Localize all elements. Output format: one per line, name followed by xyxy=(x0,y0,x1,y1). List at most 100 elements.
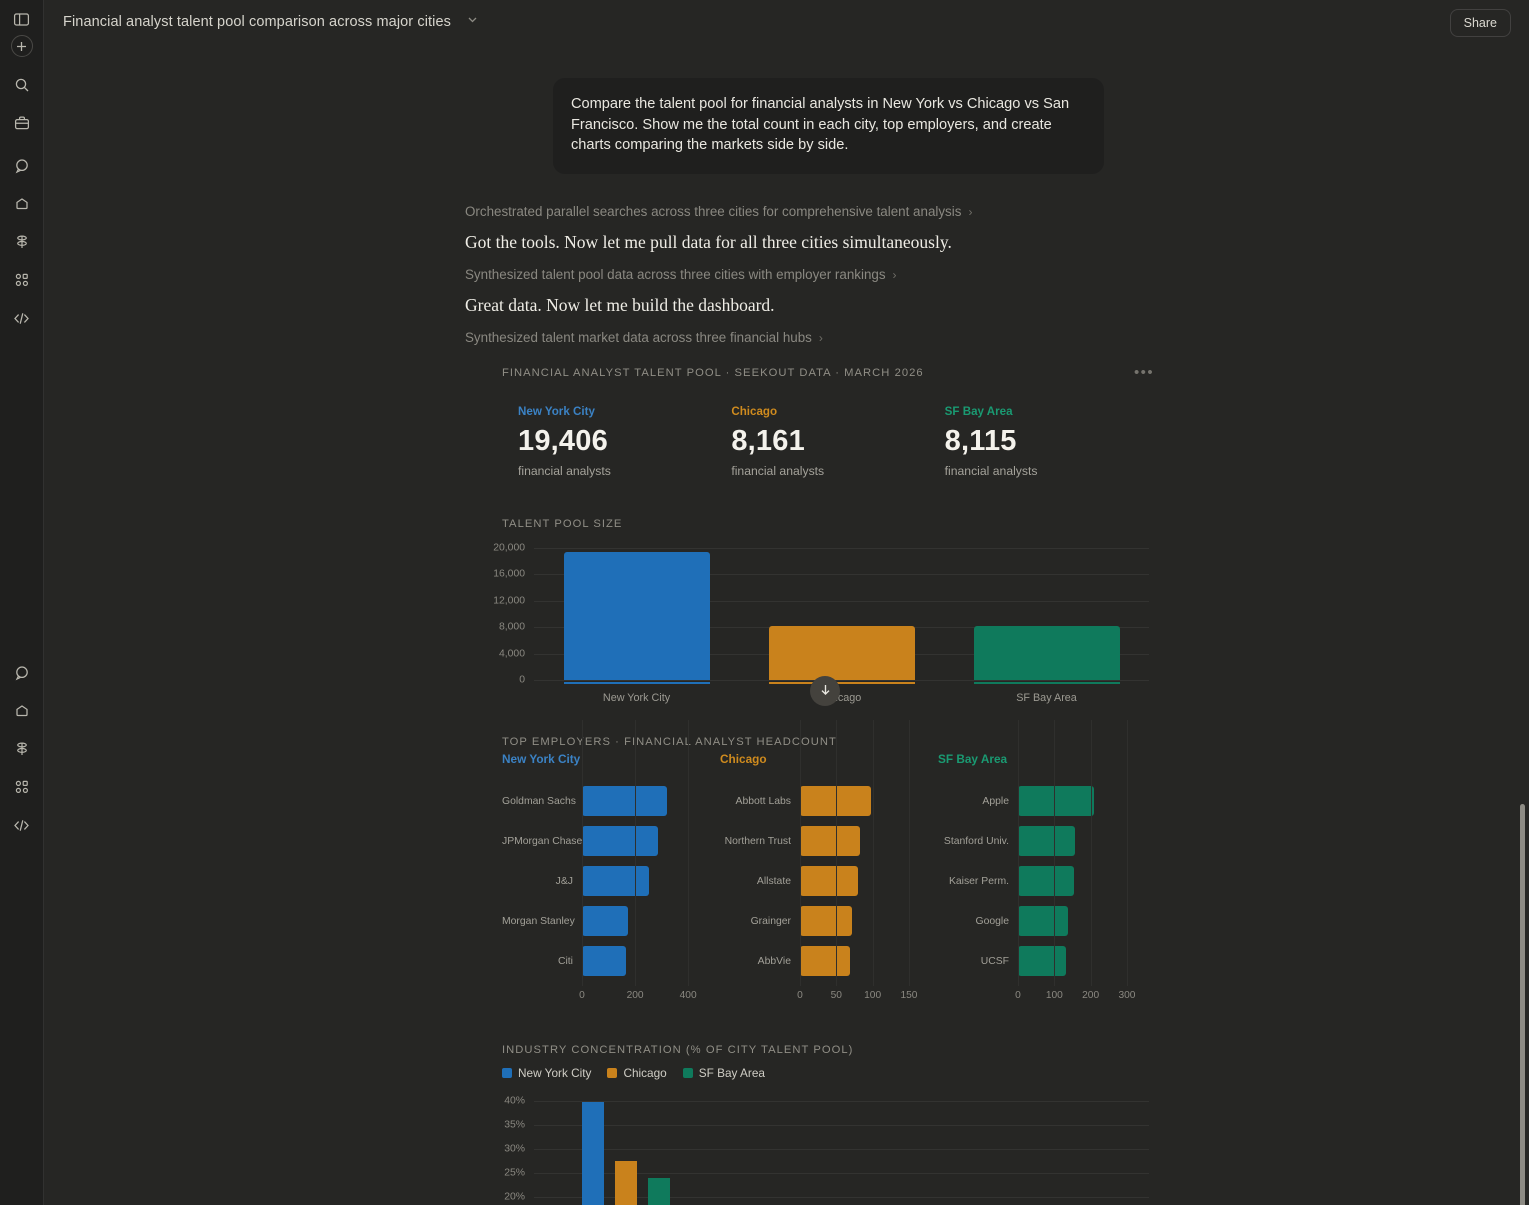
chat-bubble-icon xyxy=(14,158,30,174)
employer-row: Stanford Univ. xyxy=(938,826,1156,856)
top-employers-chart: TOP EMPLOYERS · FINANCIAL ANALYST HEADCO… xyxy=(458,720,1158,1008)
employer-bar-track xyxy=(1018,786,1156,816)
employer-row: Northern Trust xyxy=(720,826,938,856)
talent-pool-plot: 0 4,000 8,000 12,000 16,000 20,000 New York Ci… xyxy=(493,543,1149,704)
employer-panel-city: Chicago xyxy=(720,752,767,766)
employer-name: Citi xyxy=(557,955,573,967)
employer-rows: Apple Stanford Univ. Kaiser Perm. Google UCS… xyxy=(938,786,1156,976)
grid-icon xyxy=(14,272,30,288)
employer-row: JPMorgan Chase xyxy=(502,826,720,856)
employer-panel-city: SF Bay Area xyxy=(938,752,1008,766)
legend-item: Chicago xyxy=(607,1066,667,1080)
employer-bar xyxy=(1018,866,1075,896)
chevron-right-icon: › xyxy=(818,330,823,345)
tool-step-label: Orchestrated parallel searches across th… xyxy=(465,204,962,219)
gridline xyxy=(534,548,1149,549)
employer-x-axis: 0 200 400 xyxy=(579,720,720,1008)
employer-bar xyxy=(1018,946,1066,976)
employer-panel: Chicago Abbott Labs Northern Trust Allstate… xyxy=(720,720,938,1008)
employer-row: UCSF xyxy=(938,946,1156,976)
box-icon xyxy=(14,196,30,212)
bar xyxy=(615,1160,637,1205)
kpi-unit: financial analysts xyxy=(518,464,611,478)
sidebar-item-artifacts[interactable] xyxy=(7,189,37,219)
page-title: Financial analyst talent pool comparison… xyxy=(63,14,452,30)
employer-bar-track xyxy=(582,946,720,976)
employer-bar-track xyxy=(582,866,720,896)
employer-panel-city: New York City xyxy=(502,752,581,766)
gridline xyxy=(534,600,1149,602)
employer-name: Grainger xyxy=(750,915,791,927)
employer-bar-track xyxy=(1018,866,1156,896)
employer-bar-track xyxy=(800,866,938,896)
employer-name: Apple xyxy=(982,795,1009,807)
gridline xyxy=(534,1100,1149,1102)
kpi-card: Chicago 8,161 financial analysts xyxy=(731,405,944,478)
legend-swatch xyxy=(607,1068,618,1078)
vertical-scrollbar[interactable] xyxy=(1520,804,1525,1205)
sidebar-item-connectors[interactable] xyxy=(7,227,37,257)
employer-bar xyxy=(582,826,659,856)
sidebar-item-connectors-bottom[interactable] xyxy=(7,734,37,764)
sidebar-item-chats-bottom[interactable] xyxy=(7,658,37,688)
gridline xyxy=(1126,720,1128,986)
sidebar-item-search[interactable] xyxy=(7,70,37,100)
sidebar-item-code[interactable] xyxy=(7,303,37,333)
legend-label: SF Bay Area xyxy=(698,1066,765,1080)
share-button[interactable]: Share xyxy=(1449,9,1511,37)
bar xyxy=(563,551,710,680)
top-bar: Financial analyst talent pool comparison… xyxy=(44,0,1529,44)
sidebar-item-code-bottom[interactable] xyxy=(7,810,37,840)
gridline xyxy=(582,720,583,986)
assistant-text-2: Great data. Now let me build the dashboa… xyxy=(465,295,775,315)
chevron-right-icon: › xyxy=(892,267,897,282)
box-icon xyxy=(14,703,30,719)
sidebar-item-chats[interactable] xyxy=(7,151,37,181)
top-employers-panels: New York City Goldman Sachs JPMorgan Chase… xyxy=(458,720,1158,1008)
assistant-thread: Orchestrated parallel searches across th… xyxy=(465,204,1165,348)
sidebar-item-apps[interactable] xyxy=(7,265,37,295)
top-employers-title: TOP EMPLOYERS · FINANCIAL ANALYST HEADCO… xyxy=(502,736,837,748)
x-axis-label: SF Bay Area xyxy=(1016,692,1077,704)
search-icon xyxy=(14,77,30,93)
new-chat-button[interactable] xyxy=(10,35,33,57)
y-axis-tick: 30% xyxy=(504,1143,525,1155)
gridline xyxy=(534,574,1149,576)
legend-label: Chicago xyxy=(623,1066,667,1080)
employer-bar xyxy=(582,786,667,816)
briefcase-icon xyxy=(14,115,30,131)
employer-name: Abbott Labs xyxy=(735,795,791,807)
employer-name: Stanford Univ. xyxy=(943,835,1009,847)
y-axis-tick: 4,000 xyxy=(498,648,525,660)
x-axis-tick: 100 xyxy=(1045,990,1063,1001)
bar xyxy=(768,626,915,680)
sidebar-item-artifacts-bottom[interactable] xyxy=(7,696,37,726)
employer-row: Abbott Labs xyxy=(720,786,938,816)
y-axis-tick: 35% xyxy=(504,1119,525,1131)
employer-bar xyxy=(582,866,649,896)
legend-label: New York City xyxy=(518,1066,592,1080)
x-axis-tick: 300 xyxy=(1118,990,1136,1001)
gridline xyxy=(534,1196,1149,1198)
gridline xyxy=(534,680,1149,681)
kpi-row: New York City 19,406 financial analysts Chi… xyxy=(458,405,1158,478)
panel-toggle-button[interactable] xyxy=(10,11,32,33)
dashboard-menu-button[interactable]: ••• xyxy=(1134,364,1154,381)
y-axis-tick: 8,000 xyxy=(498,621,525,633)
tool-step-3[interactable]: Synthesized talent market data across th… xyxy=(465,330,1165,345)
kpi-city-label: Chicago xyxy=(731,405,778,418)
employer-row: AbbVie xyxy=(720,946,938,976)
kpi-value: 8,115 xyxy=(944,425,1017,457)
x-axis-tick: 0 xyxy=(797,990,803,1001)
sidebar-item-apps-bottom[interactable] xyxy=(7,772,37,802)
title-dropdown-button[interactable] xyxy=(463,13,481,31)
dashboard-title: FINANCIAL ANALYST TALENT POOL · SEEKOUT … xyxy=(502,366,924,379)
panel-left-icon xyxy=(13,11,30,33)
scroll-down-button[interactable] xyxy=(810,676,840,706)
employer-name: JPMorgan Chase xyxy=(502,835,583,847)
employer-bar xyxy=(582,906,629,936)
tool-step-2[interactable]: Synthesized talent pool data across thre… xyxy=(465,267,1165,282)
tool-step-1[interactable]: Orchestrated parallel searches across th… xyxy=(465,204,1165,219)
sidebar-item-projects[interactable] xyxy=(7,108,37,138)
filter-icon xyxy=(14,741,30,757)
